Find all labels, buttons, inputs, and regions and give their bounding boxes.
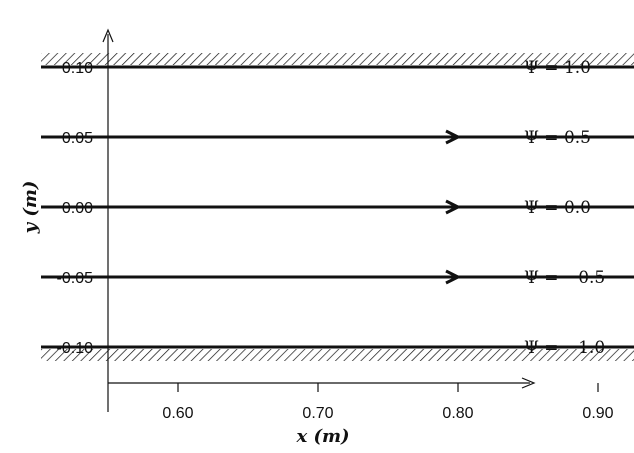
flow-arrow-icon [445, 129, 462, 145]
walls [41, 53, 634, 361]
x-axis-arrowhead [521, 377, 536, 389]
y-axis-title: y (m) [20, 181, 41, 235]
psi-label: Ψ = −0.5 [524, 268, 605, 288]
x-axis-title: x (m) [295, 426, 349, 447]
psi-label: Ψ = 1.0 [524, 58, 591, 78]
streamlines [41, 65, 634, 349]
tick-labels: 0.100.050.00-0.05-0.100.600.700.800.901.… [57, 60, 614, 422]
y-tick-label: 0.05 [62, 130, 93, 147]
y-axis-arrowhead [102, 28, 114, 43]
bottom-wall-hatch [41, 349, 634, 361]
psi-label: Ψ = −1.0 [524, 338, 605, 358]
x-tick-label: 0.90 [582, 405, 613, 422]
psi-label: Ψ = 0.0 [524, 198, 591, 218]
flow-arrow-icon [445, 269, 462, 285]
y-tick-label: -0.05 [57, 270, 94, 287]
x-tick-label: 0.70 [302, 405, 333, 422]
flow-arrow-icon [445, 199, 462, 215]
y-tick-label: 0.10 [62, 60, 93, 77]
y-tick-label: -0.10 [57, 340, 94, 357]
psi-labels: Ψ = 1.0 Ψ = 0.5 Ψ = 0.0 Ψ = −0.5 Ψ = −1.0 [524, 58, 605, 358]
x-tick-label: 0.60 [162, 405, 193, 422]
top-wall-hatch [41, 53, 634, 65]
psi-label: Ψ = 0.5 [524, 128, 591, 148]
y-tick-label: 0.00 [62, 200, 93, 217]
x-tick-label: 0.80 [442, 405, 473, 422]
